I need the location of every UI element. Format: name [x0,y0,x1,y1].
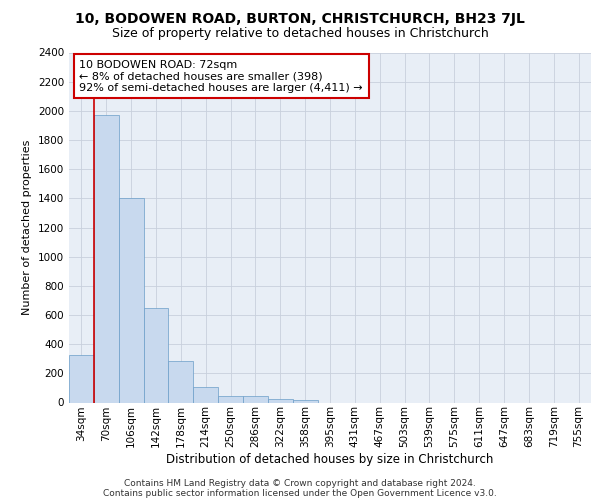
Text: 10 BODOWEN ROAD: 72sqm
← 8% of detached houses are smaller (398)
92% of semi-det: 10 BODOWEN ROAD: 72sqm ← 8% of detached … [79,60,363,92]
Text: Contains public sector information licensed under the Open Government Licence v3: Contains public sector information licen… [103,488,497,498]
Bar [169,361,193,403]
Bar [143,308,169,402]
X-axis label: Distribution of detached houses by size in Christchurch: Distribution of detached houses by size … [166,453,494,466]
Bar [243,396,268,402]
Bar [119,198,143,402]
Bar [218,396,243,402]
Y-axis label: Number of detached properties: Number of detached properties [22,140,32,315]
Bar [69,355,94,403]
Text: Size of property relative to detached houses in Christchurch: Size of property relative to detached ho… [112,28,488,40]
Bar [193,387,218,402]
Bar [293,400,317,402]
Text: 10, BODOWEN ROAD, BURTON, CHRISTCHURCH, BH23 7JL: 10, BODOWEN ROAD, BURTON, CHRISTCHURCH, … [75,12,525,26]
Text: Contains HM Land Registry data © Crown copyright and database right 2024.: Contains HM Land Registry data © Crown c… [124,478,476,488]
Bar [268,399,293,402]
Bar [94,115,119,403]
